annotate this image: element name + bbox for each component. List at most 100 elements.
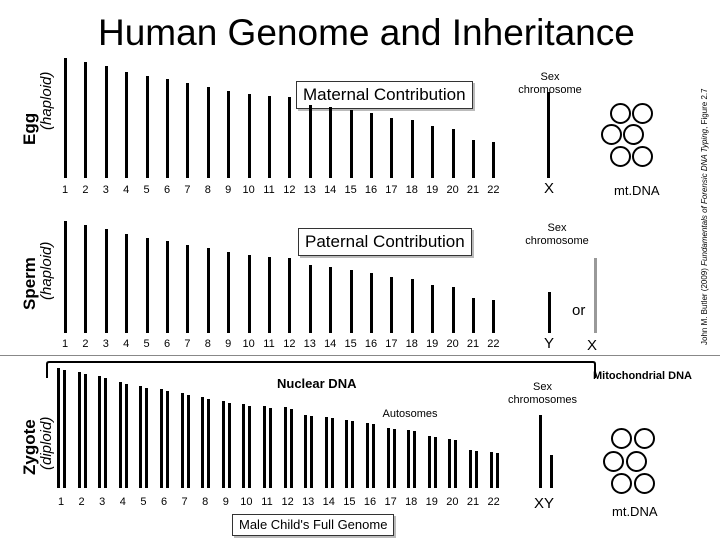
sperm-chromosome-number: 11 [263, 338, 275, 350]
page-title: Human Genome and Inheritance [98, 12, 635, 53]
zygote-chromosome-number: 6 [160, 496, 168, 508]
zygote-mtdna-label: mt.DNA [612, 504, 658, 519]
zygote-chromosome-number: 18 [405, 496, 418, 508]
sperm-chromosome [166, 240, 169, 333]
zygote-y-chromosome [550, 455, 553, 488]
sperm-chromosome [431, 284, 435, 333]
zygote-chromosome-number: 7 [181, 496, 188, 508]
zygote-chromosome-maternal [221, 401, 225, 488]
sperm-chromosome-number: 7 [184, 338, 191, 350]
zygote-chromosome-maternal [345, 420, 349, 488]
egg-mitochondrion [610, 103, 631, 124]
sperm-chromosome-number: 2 [82, 338, 89, 350]
zygote-sex-chromosomes-label: Sex chromosomes [507, 381, 578, 406]
egg-chromosome-number: 18 [405, 184, 418, 196]
zygote-chromosome-number: 3 [99, 496, 106, 508]
egg-chromosome-number: 1 [61, 184, 69, 196]
egg-chromosome [451, 129, 455, 178]
egg-chromosome [349, 110, 353, 178]
egg-chromosome [186, 83, 190, 178]
sperm-chromosome-number: 17 [385, 338, 398, 350]
zygote-chromosome-maternal [489, 452, 493, 488]
zygote-chromosome-paternal [495, 452, 499, 488]
zygote-chromosome-maternal [180, 393, 184, 488]
genome-caption: Male Child's Full Genome [232, 514, 395, 536]
egg-chromosome-number: 8 [204, 184, 211, 196]
egg-sex-chromosome-label: Sex chromosome [518, 71, 582, 96]
sperm-chromosome [125, 234, 129, 333]
maternal-contribution-label: Maternal Contribution [296, 81, 473, 109]
figure-credit: John M. Butler (2009) Fundamentals of Fo… [700, 88, 709, 345]
paternal-contribution-label: Paternal Contribution [298, 228, 472, 256]
sperm-chromosome [492, 299, 496, 333]
sperm-chromosome [145, 238, 149, 333]
egg-chromosome [329, 107, 333, 178]
zygote-chromosome-maternal [324, 417, 328, 488]
sperm-chromosome-number: 3 [102, 338, 109, 350]
zygote-x-chromosome [539, 415, 542, 488]
zygote-chromosome-paternal [330, 418, 334, 488]
egg-chromosome [206, 87, 210, 178]
zygote-chromosome-maternal [242, 404, 246, 488]
sperm-y-chromosome: Y [544, 335, 555, 352]
sperm-chromosome [472, 297, 475, 333]
egg-chromosome-number: 10 [242, 184, 255, 196]
sperm-chromosome-number: 14 [324, 338, 337, 350]
nuclear-dna-label: Nuclear DNA [277, 376, 357, 391]
egg-mitochondrion [610, 146, 631, 167]
zygote-chromosome-paternal [351, 421, 355, 488]
sperm-chromosome [247, 254, 251, 333]
sperm-chromosome-number: 16 [364, 338, 378, 350]
sperm-chromosome [64, 221, 67, 333]
zygote-chromosome-number: 2 [78, 496, 85, 508]
zygote-chromosome-maternal [448, 439, 452, 488]
zygote-chromosome-number: 22 [487, 496, 500, 508]
zygote-mitochondrion [611, 428, 632, 449]
section-divider [0, 355, 720, 356]
egg-chromosome-number: 14 [324, 184, 337, 196]
egg-mitochondrion [632, 146, 653, 167]
egg-chromosome-number: 2 [82, 184, 89, 196]
egg-chromosome [104, 66, 108, 178]
zygote-chromosome-maternal [98, 376, 102, 488]
sperm-chromosome [288, 257, 292, 333]
zygote-mitochondrion [634, 473, 655, 494]
zygote-chromosome-number: 9 [222, 496, 229, 508]
egg-chromosome [431, 126, 435, 178]
zygote-chromosome-maternal [77, 372, 81, 488]
zygote-chromosome-number: 17 [384, 496, 397, 508]
zygote-chromosome-maternal [469, 450, 472, 488]
zygote-side-label: Zygote [20, 419, 40, 475]
egg-chromosome-number: 12 [283, 184, 296, 196]
egg-chromosome-number: 20 [446, 184, 459, 196]
zygote-chromosome-maternal [263, 406, 266, 488]
or-label: or [572, 302, 586, 319]
zygote-label: Zygote [20, 419, 39, 475]
zygote-chromosome-maternal [283, 407, 287, 488]
egg-ploidy: (haploid) [38, 71, 55, 130]
egg-chromosome-number: 6 [163, 184, 171, 196]
egg-chromosome [145, 76, 149, 178]
egg-chromosome [370, 113, 373, 178]
sperm-optional-x-chromosome [594, 258, 597, 333]
sperm-chromosome [370, 272, 373, 333]
zygote-chromosome-number: 4 [119, 496, 126, 508]
sperm-chromosome [329, 266, 333, 333]
egg-chromosome [247, 94, 251, 178]
zygote-chromosome-paternal [166, 390, 169, 488]
egg-chromosome [492, 142, 496, 178]
zygote-chromosome-number: 13 [302, 496, 315, 508]
sperm-chromosome [390, 277, 394, 333]
zygote-chromosome-maternal [386, 428, 390, 488]
sperm-chromosome [268, 256, 271, 333]
zygote-chromosome-number: 8 [202, 496, 209, 508]
egg-chromosome [390, 118, 394, 178]
zygote-chromosome-maternal [201, 397, 205, 488]
sperm-chromosome-number: 9 [225, 338, 232, 350]
egg-chromosome-number: 5 [143, 184, 150, 196]
zygote-chromosome-paternal [413, 431, 417, 488]
sperm-chromosome-number: 6 [163, 338, 171, 350]
egg-chromosome-number: 17 [385, 184, 398, 196]
sperm-side-label: Sperm [20, 257, 40, 310]
sperm-chromosome-number: 8 [204, 338, 211, 350]
